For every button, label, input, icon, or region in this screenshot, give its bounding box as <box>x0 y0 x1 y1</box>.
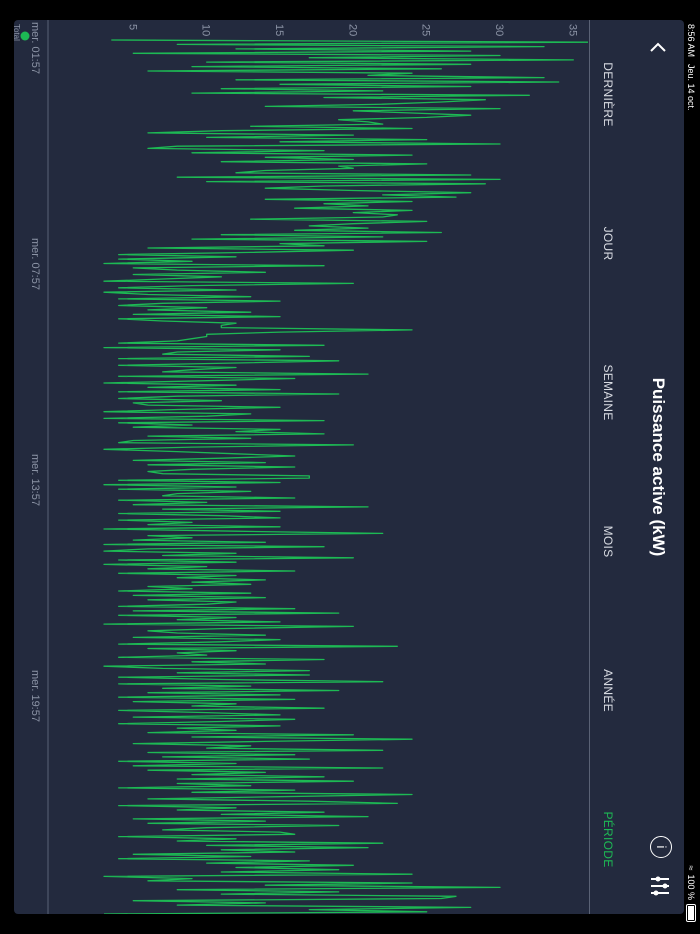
x-tick-label: mer. 07:57 <box>29 238 41 290</box>
back-button[interactable] <box>644 34 672 62</box>
app-panel: Puissance active (kW) i DERNIÈRE JOUR SE… <box>14 20 684 914</box>
battery-percent: 100 % <box>686 874 696 900</box>
tab-periode[interactable]: PÉRIODE <box>601 811 615 868</box>
y-tick-label: 30 <box>493 24 505 36</box>
status-bar: 8:56 AM Jeu. 14 oct. ≈ 100 % <box>682 0 700 934</box>
y-tick-label: 20 <box>346 24 358 36</box>
tab-mois[interactable]: MOIS <box>601 525 615 558</box>
power-chart[interactable]: 5 10 15 20 25 30 35 mer. 01:57 mer. 07:57 mer. 13… <box>14 20 588 914</box>
series-line-total <box>103 39 588 914</box>
y-tick-label: 15 <box>273 24 285 36</box>
chevron-left-icon <box>650 42 666 52</box>
tabs-divider <box>589 20 590 914</box>
y-tick-label: 35 <box>566 24 578 36</box>
tab-jour[interactable]: JOUR <box>601 226 615 261</box>
legend-dot <box>20 31 30 41</box>
wifi-icon: ≈ <box>686 865 696 871</box>
status-date: Jeu. 14 oct. <box>686 64 696 111</box>
battery-icon <box>686 904 696 922</box>
x-tick-label: mer. 13:57 <box>29 454 41 506</box>
legend-label: Total <box>14 24 21 41</box>
status-time: 8:56 AM <box>686 24 696 58</box>
y-tick-label: 25 <box>420 24 432 36</box>
status-battery: ≈ 100 % <box>682 866 700 922</box>
tab-derniere[interactable]: DERNIÈRE <box>601 62 615 127</box>
x-tick-label: mer. 19:57 <box>29 670 41 722</box>
y-tick-label: 10 <box>200 24 212 36</box>
period-tabs: DERNIÈRE JOUR SEMAINE MOIS ANNÉE PÉRIODE <box>590 20 626 914</box>
tab-semaine[interactable]: SEMAINE <box>601 364 615 421</box>
y-tick-label: 5 <box>126 24 138 30</box>
header: Puissance active (kW) i <box>628 20 684 914</box>
x-tick-label: mer. 01:57 <box>29 22 41 74</box>
tab-annee[interactable]: ANNÉE <box>601 669 615 712</box>
info-icon: i <box>654 845 669 849</box>
rotated-content: Puissance active (kW) i DERNIÈRE JOUR SE… <box>14 20 684 914</box>
sliders-icon <box>651 876 669 896</box>
page-title: Puissance active (kW) <box>649 377 668 557</box>
filter-button[interactable] <box>646 872 674 900</box>
info-button[interactable]: i <box>650 836 672 858</box>
